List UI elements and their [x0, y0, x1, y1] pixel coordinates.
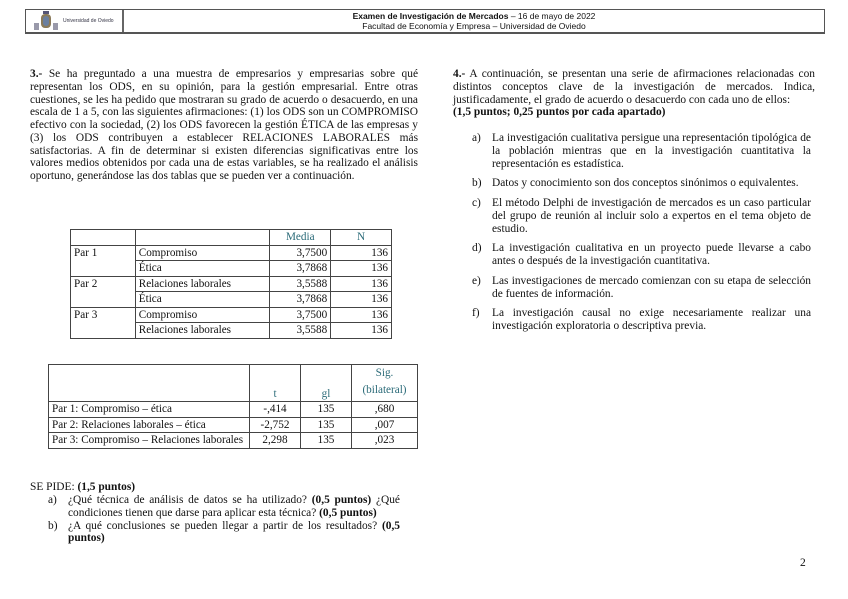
question-4-list: a) La investigación cualitativa persigue … [472, 132, 811, 340]
cell-sig: ,023 [351, 432, 418, 449]
table-row: Par 2: Relaciones laborales – ética -2,75… [48, 416, 418, 433]
cell-media: 3,5588 [269, 275, 332, 292]
cell-par: Par 1 [70, 244, 136, 261]
cell-var: Ética [134, 260, 271, 277]
list-item: d) La investigación cualitativa en un pro… [472, 242, 811, 267]
t-test-table: t gl Sig. (bilateral) Par 1: Compromiso – … [48, 364, 418, 449]
table-row: Relaciones laborales 3,5588 136 [70, 322, 392, 339]
cell-var: Compromiso [134, 244, 271, 261]
means-table: Media N Par 1 Compromiso 3,7500 136 Ética 3,78… [70, 229, 392, 339]
list-item: e) Las investigaciones de mercado comienz… [472, 274, 811, 300]
cell-sig: ,680 [351, 401, 418, 418]
list-item: b) ¿A qué conclusiones se pueden llegar a… [48, 519, 400, 545]
list-item: f) La investigación causal no exige neces… [472, 307, 811, 332]
cell-par: Par 2 [70, 275, 136, 292]
page-number: 2 [800, 557, 806, 569]
page-header: Universidad de Oviedo Examen de Investig… [25, 9, 825, 34]
cell-gl: 135 [300, 432, 352, 449]
cell-t: -,414 [249, 401, 301, 418]
list-item: a) La investigación cualitativa persigue … [472, 132, 811, 170]
table-row: Par 1: Compromiso – ética -,414 135,680 [48, 401, 418, 418]
cell-var: Compromiso [134, 306, 271, 323]
table-row: Par 2 Relaciones laborales 3,5588 136 [70, 275, 392, 292]
cell-par: Par 3 [70, 306, 136, 323]
list-item: a) ¿Qué técnica de análisis de datos se h… [48, 494, 400, 519]
table-row: Par 3 Compromiso 3,7500 136 [70, 306, 392, 323]
table-row: Ética 3,7868 136 [70, 260, 392, 277]
cell-t: 2,298 [249, 432, 301, 449]
list-item: c) El método Delphi de investigación de m… [472, 197, 811, 235]
faculty: Facultad de Economía y Empresa – Univers… [362, 21, 586, 31]
exam-date: – 16 de mayo de 2022 [508, 11, 596, 21]
cell-par [70, 291, 136, 308]
university-logo: Universidad de Oviedo [26, 10, 124, 32]
cell-n: 136 [330, 260, 392, 277]
cell-n: 136 [330, 275, 392, 292]
cell-media: 3,7500 [269, 244, 332, 261]
cell-gl: 135 [300, 416, 352, 433]
se-pide-heading: SE PIDE: (1,5 puntos) [30, 481, 136, 493]
cell-media: 3,7868 [269, 291, 332, 308]
cell-var: Relaciones laborales [134, 275, 271, 292]
question-3-text: 3.- Se ha preguntado a una muestra de em… [30, 68, 418, 182]
cell-par [70, 322, 136, 339]
cell-t: -2,752 [249, 416, 301, 433]
cell-n: 136 [330, 306, 392, 323]
cell-n: 136 [330, 244, 392, 261]
cell-label: Par 2: Relaciones laborales – ética [48, 416, 250, 433]
table-row: Par 1 Compromiso 3,7500 136 [70, 244, 392, 261]
cell-label: Par 3: Compromiso – Relaciones laborales [48, 432, 250, 449]
coat-of-arms-icon [34, 11, 58, 30]
cell-gl: 135 [300, 401, 352, 418]
cell-var: Relaciones laborales [134, 322, 271, 339]
cell-n: 136 [330, 322, 392, 339]
cell-sig: ,007 [351, 416, 418, 433]
table-row: Par 3: Compromiso – Relaciones laborales… [48, 432, 418, 449]
cell-media: 3,5588 [269, 322, 332, 339]
cell-par [70, 260, 136, 277]
list-item: b) Datos y conocimiento son dos conceptos… [472, 177, 799, 190]
question-3-list: a) ¿Qué técnica de análisis de datos se h… [48, 494, 400, 545]
cell-media: 3,7500 [269, 306, 332, 323]
cell-n: 136 [330, 291, 392, 308]
table-row: Ética 3,7868 136 [70, 291, 392, 308]
cell-var: Ética [134, 291, 271, 308]
cell-label: Par 1: Compromiso – ética [48, 401, 250, 418]
cell-media: 3,7868 [269, 260, 332, 277]
question-4-text: 4.- A continuación, se presentan una ser… [453, 68, 815, 119]
exam-title: Examen de Investigación de Mercados [352, 11, 509, 21]
